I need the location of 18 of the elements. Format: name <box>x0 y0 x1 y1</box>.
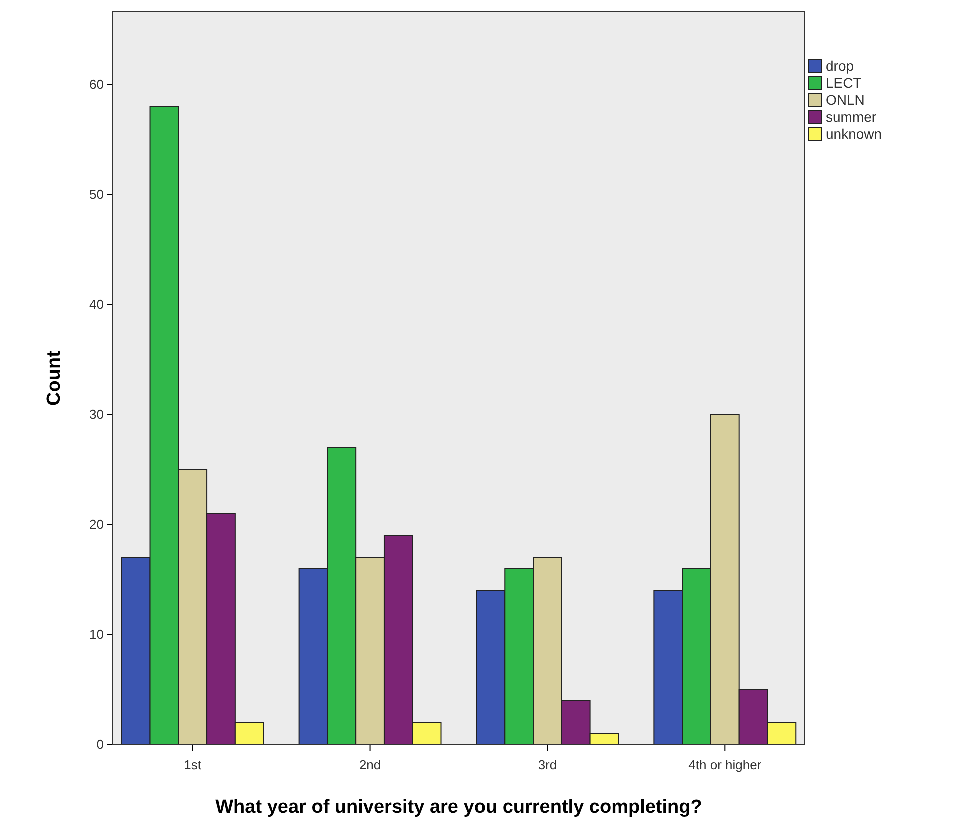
x-tick-label: 3rd <box>538 758 558 773</box>
y-tick-label: 20 <box>90 517 104 532</box>
y-tick-label: 50 <box>90 186 104 202</box>
y-tick-label: 0 <box>96 737 104 752</box>
x-axis-title: What year of university are you currently completing? <box>216 797 702 818</box>
legend-label: LECT <box>826 75 862 91</box>
y-tick-label: 10 <box>90 627 104 642</box>
legend-label: summer <box>826 109 877 125</box>
legend-label: unknown <box>826 126 882 142</box>
y-tick-label: 30 <box>90 406 104 422</box>
x-tick-label: 1st <box>184 758 202 773</box>
legend-label: ONLN <box>826 92 865 108</box>
y-tick-label: 40 <box>90 296 104 312</box>
y-axis-title: Count <box>44 350 65 406</box>
x-tick-label: 4th or higher <box>688 758 762 773</box>
x-tick-label: 2nd <box>359 758 382 773</box>
legend-label: drop <box>826 58 854 74</box>
y-tick-label: 60 <box>90 76 104 92</box>
